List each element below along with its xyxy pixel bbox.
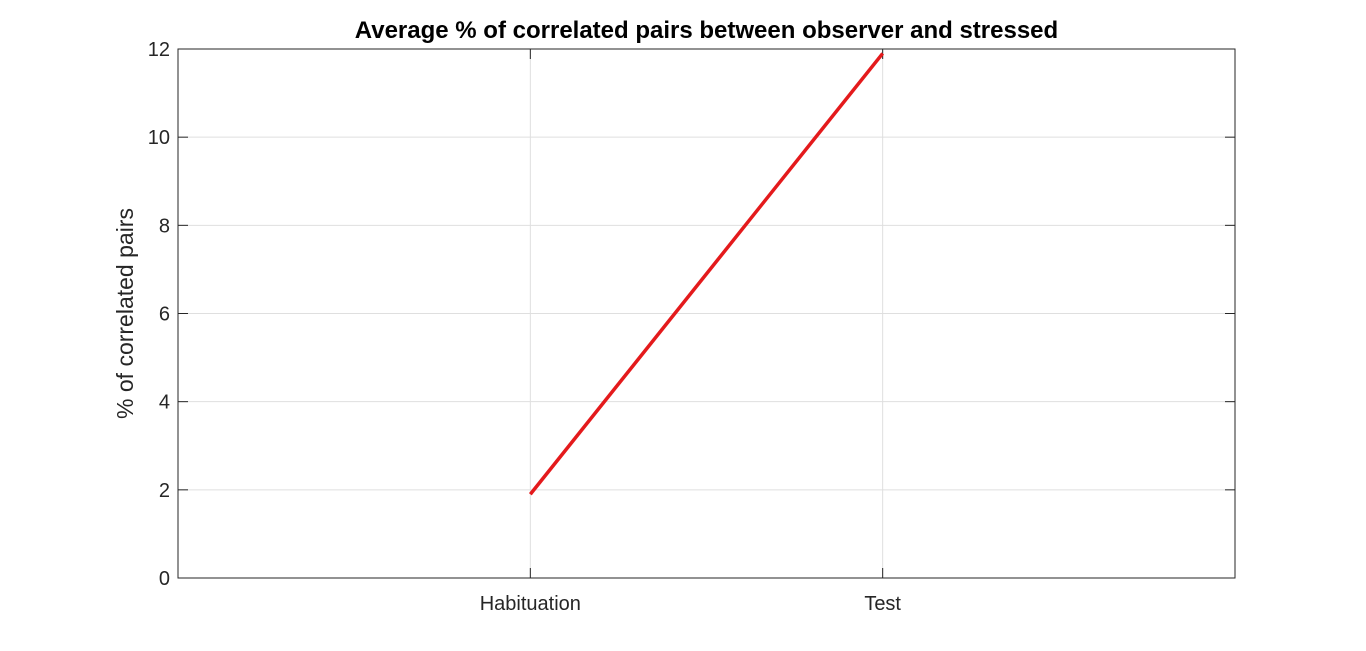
y-tick-label: 8 — [159, 215, 170, 237]
y-tick-label: 10 — [148, 127, 170, 149]
y-tick-label: 2 — [159, 480, 170, 502]
x-tick-labels: Habituation Test — [480, 593, 902, 615]
y-tick-label: 0 — [159, 568, 170, 590]
y-tick-label: 6 — [159, 304, 170, 326]
x-tick-label: Test — [864, 593, 901, 615]
series — [528, 52, 885, 496]
y-axis-label: % of correlated pairs — [112, 208, 138, 419]
axis-ticks — [178, 48, 1235, 579]
chart-title: Average % of correlated pairs between ob… — [355, 17, 1058, 44]
y-tick-labels: 0 2 4 6 8 10 12 — [148, 39, 170, 590]
grid — [178, 49, 1235, 578]
y-tick-label: 12 — [148, 39, 170, 61]
y-tick-label: 4 — [159, 392, 170, 414]
x-tick-label: Habituation — [480, 593, 581, 615]
series-line — [528, 52, 885, 496]
